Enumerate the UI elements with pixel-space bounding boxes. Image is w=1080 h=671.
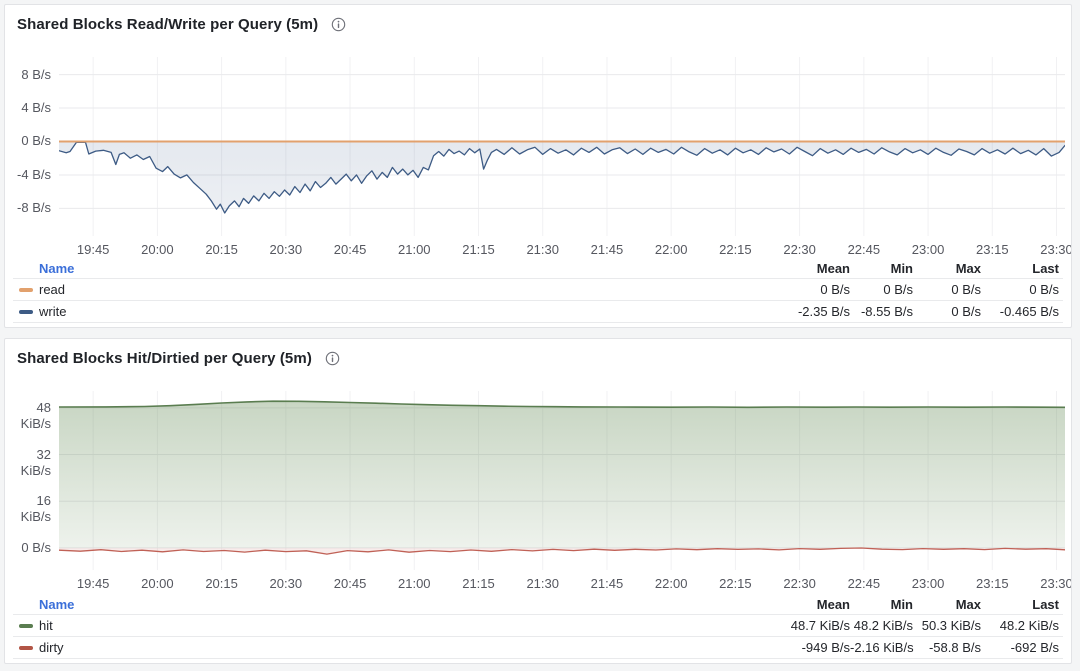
dirty-max-value: -58.8 B/s: [928, 640, 981, 655]
x-axis-tick-label: 22:30: [783, 242, 816, 257]
legend-header-max[interactable]: Max: [955, 261, 981, 276]
x-axis-tick-label: 20:45: [333, 242, 367, 257]
series-color-swatch: [19, 645, 33, 650]
y-axis-tick-label: -4 B/s: [17, 166, 51, 182]
x-axis-tick-label: 22:00: [654, 242, 688, 257]
x-axis-tick-label: 21:15: [462, 576, 495, 591]
read-min-value: 0 B/s: [883, 282, 913, 297]
legend-header-mean[interactable]: Mean: [816, 261, 850, 276]
x-axis-tick-label: 20:15: [205, 242, 238, 257]
x-axis-tick-label: 22:45: [847, 576, 881, 591]
x-axis-tick-label: 22:30: [783, 576, 816, 591]
x-axis-tick-label: 23:30: [1040, 576, 1072, 591]
y-axis-tick-label: 32 KiB/s: [20, 446, 51, 478]
y-axis-tick-label: 16 KiB/s: [20, 493, 51, 525]
x-axis-tick-label: 23:15: [976, 576, 1009, 591]
x-axis-tick-label: 20:30: [269, 242, 303, 257]
panel-header: Shared Blocks Read/Write per Query (5m): [17, 14, 346, 34]
x-axis-tick-label: 21:45: [590, 242, 624, 257]
dirty-min-value: -2.16 KiB/s: [850, 640, 914, 655]
legend-row-dirty: dirty -949 B/s -2.16 KiB/s -58.8 B/s -69…: [13, 637, 1063, 659]
hit-mean-value: 48.7 KiB/s: [790, 618, 850, 633]
info-icon[interactable]: [331, 17, 346, 32]
y-axis-tick-label: 0 B/s: [21, 539, 51, 555]
info-icon[interactable]: [325, 351, 340, 366]
x-axis-tick-label: 20:45: [333, 576, 367, 591]
legend-header-name[interactable]: Name: [39, 597, 75, 612]
legend-row-read: read 0 B/s 0 B/s 0 B/s 0 B/s: [13, 279, 1063, 301]
x-axis-tick-label: 20:00: [141, 242, 174, 257]
write-mean-value: -2.35 B/s: [797, 304, 850, 319]
x-axis-tick-label: 20:00: [141, 576, 174, 591]
dirty-mean-value: -949 B/s: [801, 640, 850, 655]
read-max-value: 0 B/s: [951, 282, 981, 297]
x-axis-tick-label: 22:15: [719, 242, 752, 257]
series-name-read[interactable]: read: [39, 282, 66, 297]
panel-shared-blocks-hit-dirtied: Shared Blocks Hit/Dirtied per Query (5m)…: [4, 338, 1072, 664]
legend-table: Name Mean Min Max Last read 0 B/s 0 B/s …: [13, 259, 1063, 323]
panel-header: Shared Blocks Hit/Dirtied per Query (5m): [17, 348, 340, 368]
series-color-swatch: [19, 309, 33, 314]
read-last-value: 0 B/s: [1029, 282, 1059, 297]
x-axis-tick-label: 22:15: [719, 576, 752, 591]
y-axis-tick-label: 48 KiB/s: [20, 399, 51, 431]
dirty-last-value: -692 B/s: [1010, 640, 1059, 655]
x-axis-tick-label: 21:30: [526, 242, 559, 257]
x-axis-tick-label: 22:45: [847, 242, 881, 257]
series-name-dirty[interactable]: dirty: [39, 640, 64, 655]
series-name-write[interactable]: write: [39, 304, 67, 319]
legend-header-min[interactable]: Min: [890, 261, 913, 276]
panel-title[interactable]: Shared Blocks Hit/Dirtied per Query (5m): [17, 349, 312, 367]
legend-table: Name Mean Min Max Last hit 48.7 KiB/s 48…: [13, 595, 1063, 659]
legend-header-name[interactable]: Name: [39, 261, 75, 276]
write-last-value: -0.465 B/s: [999, 304, 1059, 319]
legend-header-last[interactable]: Last: [1032, 261, 1059, 276]
series-color-swatch: [19, 623, 33, 628]
hit-last-value: 48.2 KiB/s: [999, 618, 1059, 633]
plot-area[interactable]: [59, 391, 1065, 570]
legend-header-mean[interactable]: Mean: [816, 597, 850, 612]
x-axis-tick-label: 19:45: [76, 242, 110, 257]
y-axis-tick-label: 0 B/s: [21, 133, 51, 149]
series-color-swatch: [19, 287, 33, 292]
x-axis-tick-label: 20:15: [205, 576, 238, 591]
write-max-value: 0 B/s: [951, 304, 981, 319]
legend-header-last[interactable]: Last: [1032, 597, 1059, 612]
plot-area[interactable]: [59, 57, 1065, 236]
y-axis-tick-label: -8 B/s: [17, 200, 51, 216]
panel-shared-blocks-read-write: Shared Blocks Read/Write per Query (5m) …: [4, 4, 1072, 328]
hit-min-value: 48.2 KiB/s: [853, 618, 913, 633]
x-axis-tick-label: 20:30: [269, 576, 303, 591]
x-axis-tick-label: 21:00: [398, 242, 431, 257]
x-axis-tick-label: 21:15: [462, 242, 495, 257]
x-axis-tick-label: 23:15: [976, 242, 1009, 257]
series-name-hit[interactable]: hit: [39, 618, 53, 633]
x-axis-tick-label: 21:30: [526, 576, 559, 591]
legend-row-hit: hit 48.7 KiB/s 48.2 KiB/s 50.3 KiB/s 48.…: [13, 615, 1063, 637]
x-axis-tick-label: 23:00: [911, 576, 945, 591]
x-axis-tick-label: 19:45: [76, 576, 110, 591]
legend-header-row: Name Mean Min Max Last: [13, 595, 1063, 615]
y-axis-tick-label: 4 B/s: [21, 100, 51, 116]
x-axis-tick-label: 23:30: [1040, 242, 1072, 257]
legend-header-max[interactable]: Max: [955, 597, 981, 612]
write-min-value: -8.55 B/s: [860, 304, 913, 319]
x-axis-tick-label: 23:00: [911, 242, 945, 257]
panel-title[interactable]: Shared Blocks Read/Write per Query (5m): [17, 15, 319, 33]
hit-max-value: 50.3 KiB/s: [921, 618, 981, 633]
legend-row-write: write -2.35 B/s -8.55 B/s 0 B/s -0.465 B…: [13, 301, 1063, 323]
legend-header-min[interactable]: Min: [890, 597, 913, 612]
x-axis-tick-label: 22:00: [654, 576, 688, 591]
legend-header-row: Name Mean Min Max Last: [13, 259, 1063, 279]
x-axis-tick-label: 21:45: [590, 576, 624, 591]
y-axis-tick-label: 8 B/s: [21, 66, 51, 82]
x-axis-tick-label: 21:00: [398, 576, 431, 591]
read-mean-value: 0 B/s: [820, 282, 850, 297]
